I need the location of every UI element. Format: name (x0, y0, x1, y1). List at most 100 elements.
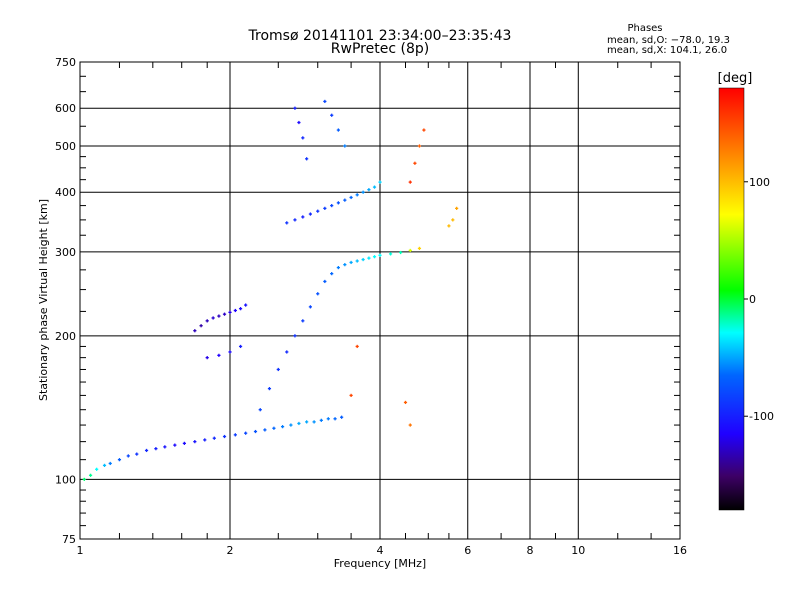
echo-point (308, 212, 313, 216)
echo-point (233, 308, 237, 313)
echo-point (336, 201, 340, 205)
y-tick-label: 300 (55, 246, 76, 259)
echo-point (413, 161, 417, 165)
echo-point (211, 316, 215, 320)
y-tick-label: 600 (55, 102, 76, 115)
echo-point (323, 206, 327, 210)
echo-point (293, 218, 297, 222)
echo-point (330, 272, 334, 276)
echo-point (367, 256, 371, 260)
stats-line-x: mean, sd,X: 104.1, 26.0 (607, 45, 727, 56)
echo-point (285, 221, 289, 225)
echo-points (82, 99, 459, 482)
echo-point (276, 367, 280, 372)
echo-point (297, 120, 301, 125)
echo-point (333, 417, 337, 421)
echo-point (108, 461, 112, 466)
x-axis-label: Frequency [MHz] (334, 557, 426, 570)
echo-point (88, 473, 93, 477)
echo-point (173, 443, 177, 447)
echo-point (417, 246, 422, 250)
echo-point (372, 255, 377, 259)
echo-point (293, 334, 297, 338)
echo-point (378, 180, 382, 184)
echo-point (349, 195, 353, 200)
echo-point (323, 279, 327, 284)
x-tick-label: 10 (571, 544, 585, 557)
echo-point (263, 428, 267, 432)
y-tick-label: 750 (55, 56, 76, 69)
echo-point (267, 387, 272, 391)
echo-point (305, 157, 309, 161)
echo-point (378, 253, 382, 257)
y-axis-ticks: 75 100 200 300 400 500 600 750 (55, 56, 680, 546)
colorbar (718, 87, 745, 511)
echo-point (343, 144, 347, 148)
y-tick-label: 100 (55, 473, 76, 486)
echo-point (82, 477, 86, 482)
echo-point (422, 128, 426, 132)
y-tick-label: 200 (55, 330, 76, 343)
echo-point (272, 426, 276, 430)
colorbar-tick-label: 0 (749, 293, 756, 306)
echo-point (343, 198, 347, 202)
echo-point (408, 248, 412, 253)
echo-point (233, 433, 237, 437)
echo-point (154, 447, 158, 451)
echo-point (336, 128, 340, 132)
echo-point (355, 344, 359, 349)
echo-point (203, 438, 207, 442)
echo-point (403, 400, 408, 405)
echo-point (222, 312, 227, 316)
echo-point (205, 356, 209, 360)
echo-point (199, 324, 203, 328)
y-tick-label: 400 (55, 186, 76, 199)
echo-point (102, 463, 107, 467)
echo-point (349, 260, 353, 265)
colorbar-label: [deg] (718, 71, 753, 86)
echo-point (355, 259, 359, 263)
echo-point (126, 454, 130, 458)
x-tick-label: 2 (227, 544, 234, 557)
stats-line-o: mean, sd,O: −78.0, 19.3 (607, 35, 730, 46)
echo-point (361, 257, 365, 262)
echo-point (144, 448, 149, 453)
echo-point (301, 215, 305, 219)
echo-point (182, 441, 186, 445)
echo-point (408, 180, 412, 184)
echo-point (228, 310, 232, 314)
echo-point (297, 421, 301, 426)
echo-point (280, 425, 285, 429)
x-axis-ticks: 1 2 4 6 8 10 16 (77, 62, 687, 557)
echo-point (305, 420, 309, 424)
echo-point (293, 106, 297, 110)
echo-point (451, 218, 455, 222)
y-axis-label: Stationary phase Virtual Height [km] (37, 199, 50, 401)
echo-point (312, 420, 316, 424)
echo-point (399, 250, 403, 255)
echo-point (455, 206, 459, 210)
chart-title: Tromsø 20141101 23:34:00–23:35:43 (248, 28, 512, 44)
echo-point (228, 350, 232, 354)
colorbar-tick-label: -100 (749, 410, 774, 423)
y-tick-label: 500 (55, 140, 76, 153)
echo-point (193, 329, 197, 333)
echo-point (205, 319, 209, 323)
echo-point (323, 99, 327, 104)
echo-point (212, 436, 216, 440)
echo-point (244, 431, 248, 435)
colorbar-tick-label: 100 (749, 176, 770, 189)
echo-point (316, 209, 320, 213)
echo-point (308, 305, 313, 309)
echo-point (193, 440, 197, 444)
echo-point (417, 144, 422, 148)
y-tick-label: 75 (62, 533, 76, 546)
echo-point (330, 203, 334, 208)
echo-point (326, 417, 330, 421)
echo-point (163, 445, 167, 449)
echo-point (349, 393, 353, 398)
echo-point (289, 423, 293, 427)
echo-point (336, 265, 340, 270)
echo-point (301, 319, 305, 323)
